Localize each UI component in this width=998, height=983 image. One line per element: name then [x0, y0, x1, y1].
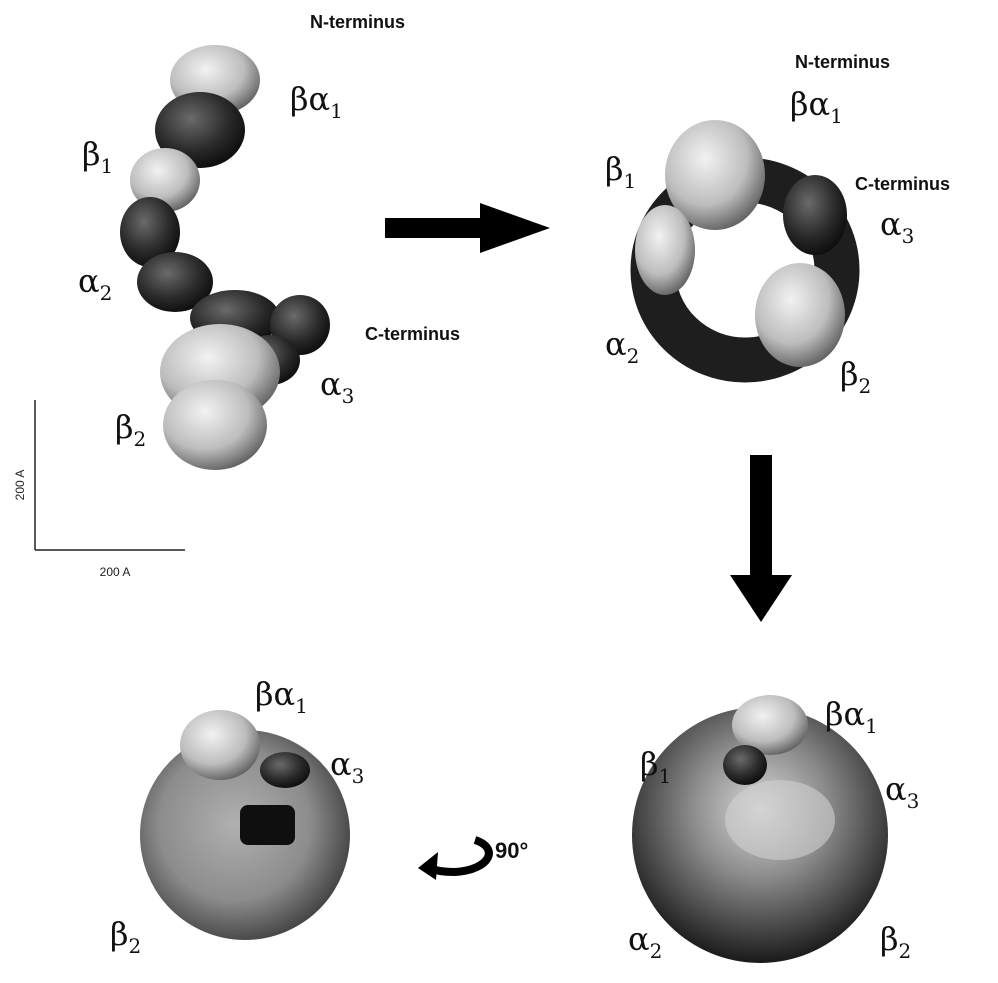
arrow-right — [385, 203, 550, 253]
domain-symbol: α — [605, 325, 627, 363]
domain-symbol: α — [628, 920, 650, 958]
terminus-label: N-terminus — [310, 12, 405, 32]
domain-symbol: βα — [790, 85, 830, 123]
domain-label: β2 — [110, 915, 141, 958]
domain-label: βα1 — [255, 675, 308, 718]
domain-label: β2 — [880, 920, 911, 963]
domain-subscript: 3 — [902, 224, 915, 248]
domain-symbol: βα — [255, 675, 295, 713]
domain-symbol: β — [110, 915, 129, 953]
domain-symbol: α — [320, 365, 342, 403]
domain-label: α3 — [330, 745, 364, 788]
domain-label: α2 — [78, 262, 112, 305]
domain-symbol: β — [880, 920, 899, 958]
domain-label: α2 — [628, 920, 662, 963]
domain-subscript: 2 — [650, 939, 663, 963]
scale-vertical-label: 200 A — [13, 470, 27, 501]
domain-label: α3 — [320, 365, 354, 408]
rotation-label: 90° — [495, 838, 528, 863]
scale-horizontal-label: 200 A — [100, 565, 131, 579]
protein-sphere-front — [632, 695, 888, 963]
domain-label: β2 — [115, 408, 146, 451]
domain-subscript: 2 — [134, 427, 147, 451]
domain-label: β1 — [605, 150, 636, 193]
domain-subscript: 2 — [899, 939, 912, 963]
domain-label: β2 — [840, 355, 871, 398]
domain-subscript: 3 — [342, 384, 355, 408]
domain-symbol: α — [330, 745, 352, 783]
domain-label: β1 — [82, 135, 113, 178]
domain-label: α3 — [885, 770, 919, 813]
domain-symbol: β — [82, 135, 101, 173]
domain-symbol: α — [885, 770, 907, 808]
domain-subscript: 1 — [865, 714, 878, 738]
terminus-label: C-terminus — [855, 174, 950, 194]
domain-label: α3 — [880, 205, 914, 248]
page: {"panels": [ {"labels": [ {"text": "N-te… — [0, 0, 998, 983]
domain-subscript: 1 — [830, 104, 843, 128]
domain-symbol: β — [605, 150, 624, 188]
rotation-arrowhead — [418, 852, 438, 880]
figure: 90° 200 A 200 A N-terminusβα1β1α2C-termi… — [0, 0, 998, 983]
domain-subscript: 1 — [659, 764, 672, 788]
terminus-label: N-terminus — [795, 52, 890, 72]
domain-subscript: 3 — [352, 764, 365, 788]
domain-label: α2 — [605, 325, 639, 368]
protein-ring — [635, 120, 847, 367]
domain-subscript: 1 — [295, 694, 308, 718]
domain-subscript: 1 — [101, 154, 114, 178]
domain-label: βα1 — [290, 80, 343, 123]
protein-sphere-side — [140, 710, 350, 940]
domain-subscript: 1 — [330, 99, 343, 123]
arrow-down — [730, 455, 792, 622]
domain-symbol: βα — [290, 80, 330, 118]
domain-subscript: 3 — [907, 789, 920, 813]
domain-symbol: β — [840, 355, 859, 393]
domain-subscript: 2 — [859, 374, 872, 398]
domain-symbol: βα — [825, 695, 865, 733]
domain-symbol: α — [78, 262, 100, 300]
domain-symbol: α — [880, 205, 902, 243]
domain-subscript: 2 — [100, 281, 113, 305]
domain-label: βα1 — [825, 695, 878, 738]
domain-subscript: 2 — [627, 344, 640, 368]
domain-subscript: 1 — [624, 169, 637, 193]
terminus-label: C-terminus — [365, 324, 460, 344]
domain-symbol: β — [115, 408, 134, 446]
scale-bar: 200 A 200 A — [13, 400, 185, 579]
domain-symbol: β — [640, 745, 659, 783]
domain-label: βα1 — [790, 85, 843, 128]
domain-subscript: 2 — [129, 934, 142, 958]
